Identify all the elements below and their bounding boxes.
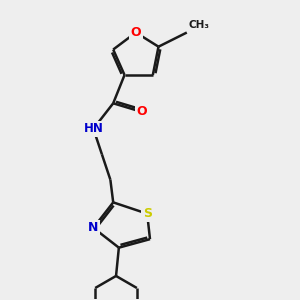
Text: CH₃: CH₃ — [188, 20, 209, 30]
Text: O: O — [130, 26, 141, 39]
Text: O: O — [136, 105, 147, 118]
Text: S: S — [143, 207, 152, 220]
Text: N: N — [88, 221, 99, 234]
Text: HN: HN — [83, 122, 103, 135]
